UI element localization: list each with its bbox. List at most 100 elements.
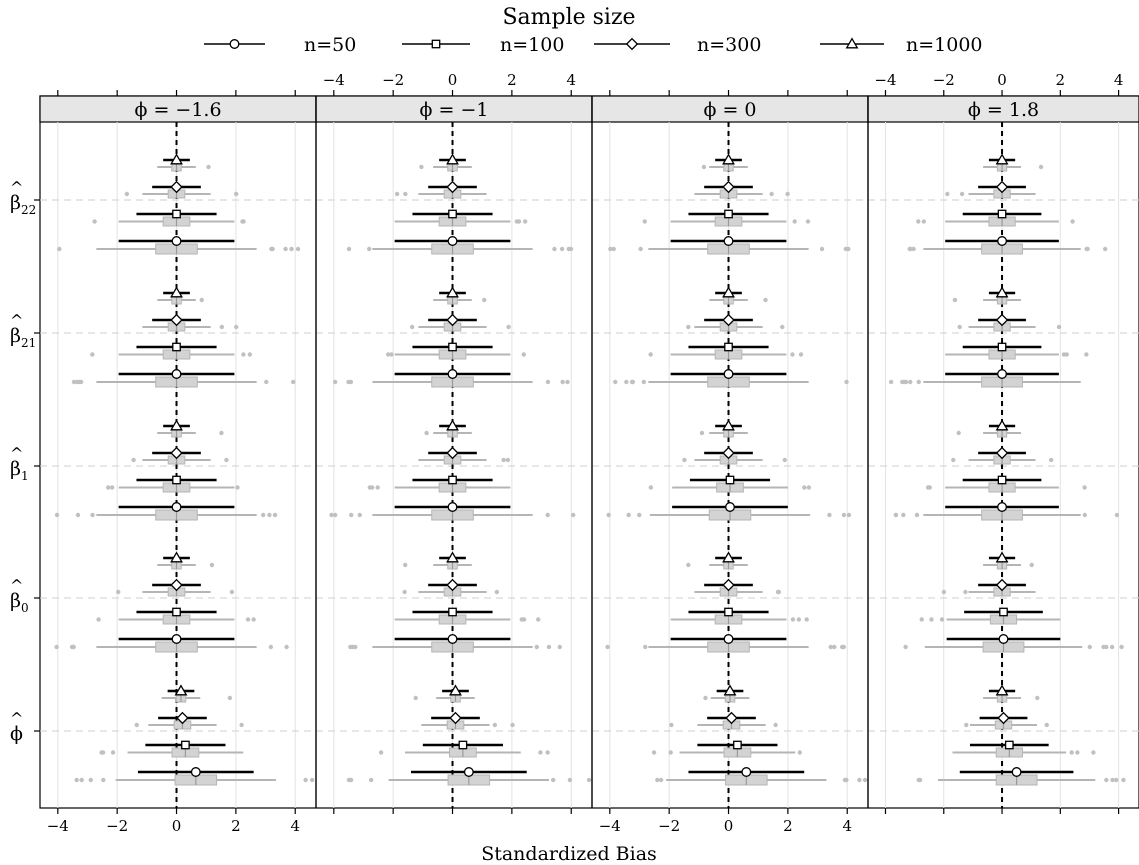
outlier-point: [350, 644, 355, 650]
point-triangle: [722, 551, 735, 563]
estimate-group: [413, 684, 475, 703]
outlier-point: [1029, 562, 1034, 568]
outlier-point: [550, 777, 556, 783]
outlier-point: [1082, 485, 1087, 490]
point-triangle: [170, 153, 183, 165]
point-circle: [447, 502, 458, 512]
y-label-hat: ^: [10, 709, 23, 728]
point-triangle: [174, 684, 188, 696]
point-circle: [171, 502, 182, 512]
outlier-point: [567, 777, 573, 783]
x-tick-label-top: 0: [997, 71, 1007, 89]
point-square: [458, 740, 468, 750]
outlier-point: [501, 457, 506, 463]
outlier-point: [482, 297, 487, 303]
point-triangle: [723, 684, 737, 696]
point-triangle: [170, 419, 183, 431]
point-circle: [998, 634, 1009, 644]
point-diamond: [446, 313, 459, 327]
point-square: [181, 740, 190, 750]
estimate-group: [402, 578, 500, 597]
x-tick-label: 0: [172, 817, 182, 835]
estimate-group: [701, 153, 748, 172]
outlier-point: [763, 297, 768, 303]
outlier-point: [74, 777, 79, 783]
outlier-point: [131, 457, 136, 463]
point-square: [172, 607, 181, 617]
legend-triangle-marker: [845, 37, 859, 49]
outlier-point: [521, 617, 527, 622]
point-diamond: [995, 313, 1009, 327]
point-circle: [171, 236, 182, 246]
outlier-point: [557, 644, 563, 650]
x-tick-label: −4: [599, 817, 621, 835]
outlier-point: [283, 246, 288, 252]
outlier-point: [234, 324, 239, 330]
outlier-point: [775, 589, 781, 595]
point-square: [448, 607, 457, 617]
point-triangle: [446, 153, 459, 165]
outlier-point: [957, 324, 962, 330]
point-square: [724, 342, 733, 352]
estimate-group: [903, 634, 1124, 653]
outlier-point: [291, 379, 296, 385]
point-diamond: [995, 578, 1009, 592]
outlier-point: [682, 457, 687, 463]
point-diamond: [446, 578, 459, 592]
outlier-point: [655, 777, 660, 783]
outlier-point: [1070, 219, 1075, 224]
outlier-point: [802, 485, 807, 490]
y-label-subscript: 0: [21, 601, 29, 615]
point-circle: [447, 236, 458, 246]
estimate-group: [54, 502, 278, 521]
outlier-point: [862, 777, 868, 783]
panel-1: ϕ = −1.6 −4 −2 0 2 4: [39, 90, 317, 835]
point-diamond: [722, 180, 735, 194]
estimate-group: [694, 180, 790, 199]
outlier-point: [1038, 164, 1044, 170]
outlier-point: [309, 777, 315, 783]
point-triangle: [722, 419, 735, 431]
estimate-group: [956, 419, 1021, 438]
legend-label: n=50: [304, 34, 356, 56]
estimate-group: [90, 342, 253, 360]
estimate-group: [651, 740, 802, 758]
outlier-point: [224, 457, 229, 463]
outlier-point: [116, 589, 121, 595]
point-triangle: [449, 684, 462, 696]
outlier-point: [75, 512, 81, 518]
plot-frame: [39, 95, 1139, 809]
estimate-group: [893, 502, 1120, 521]
estimate-group: [983, 153, 1044, 172]
estimate-group: [161, 684, 233, 703]
outlier-point: [893, 512, 899, 518]
y-label-beta21: β^ 21: [10, 311, 40, 350]
estimate-group: [96, 607, 256, 625]
estimate-group: [945, 342, 1089, 360]
point-square: [448, 475, 457, 485]
outlier-point: [303, 777, 308, 783]
y-label-phi: ϕ^: [10, 709, 40, 745]
estimate-group: [367, 475, 511, 493]
point-square: [448, 209, 457, 219]
legend-label: n=100: [500, 34, 564, 56]
point-diamond: [997, 711, 1010, 725]
outlier-point: [782, 457, 787, 463]
point-triangle: [446, 286, 459, 298]
outlier-point: [90, 512, 95, 518]
y-label-beta1: β^ 1: [10, 444, 40, 483]
estimate-group: [952, 740, 1096, 758]
outlier-point: [611, 246, 616, 252]
y-label-symbol: β: [10, 325, 21, 347]
outlier-point: [916, 219, 921, 224]
outlier-point: [658, 777, 664, 783]
point-triangle: [446, 419, 459, 431]
outlier-point: [1035, 695, 1040, 701]
panel-strip-label: ϕ = −1: [420, 99, 489, 121]
point-square: [724, 209, 733, 219]
outlier-point: [219, 324, 225, 330]
point-diamond: [170, 180, 183, 194]
outlier-point: [346, 777, 352, 783]
outlier-point: [668, 750, 673, 755]
estimate-group: [686, 551, 748, 570]
